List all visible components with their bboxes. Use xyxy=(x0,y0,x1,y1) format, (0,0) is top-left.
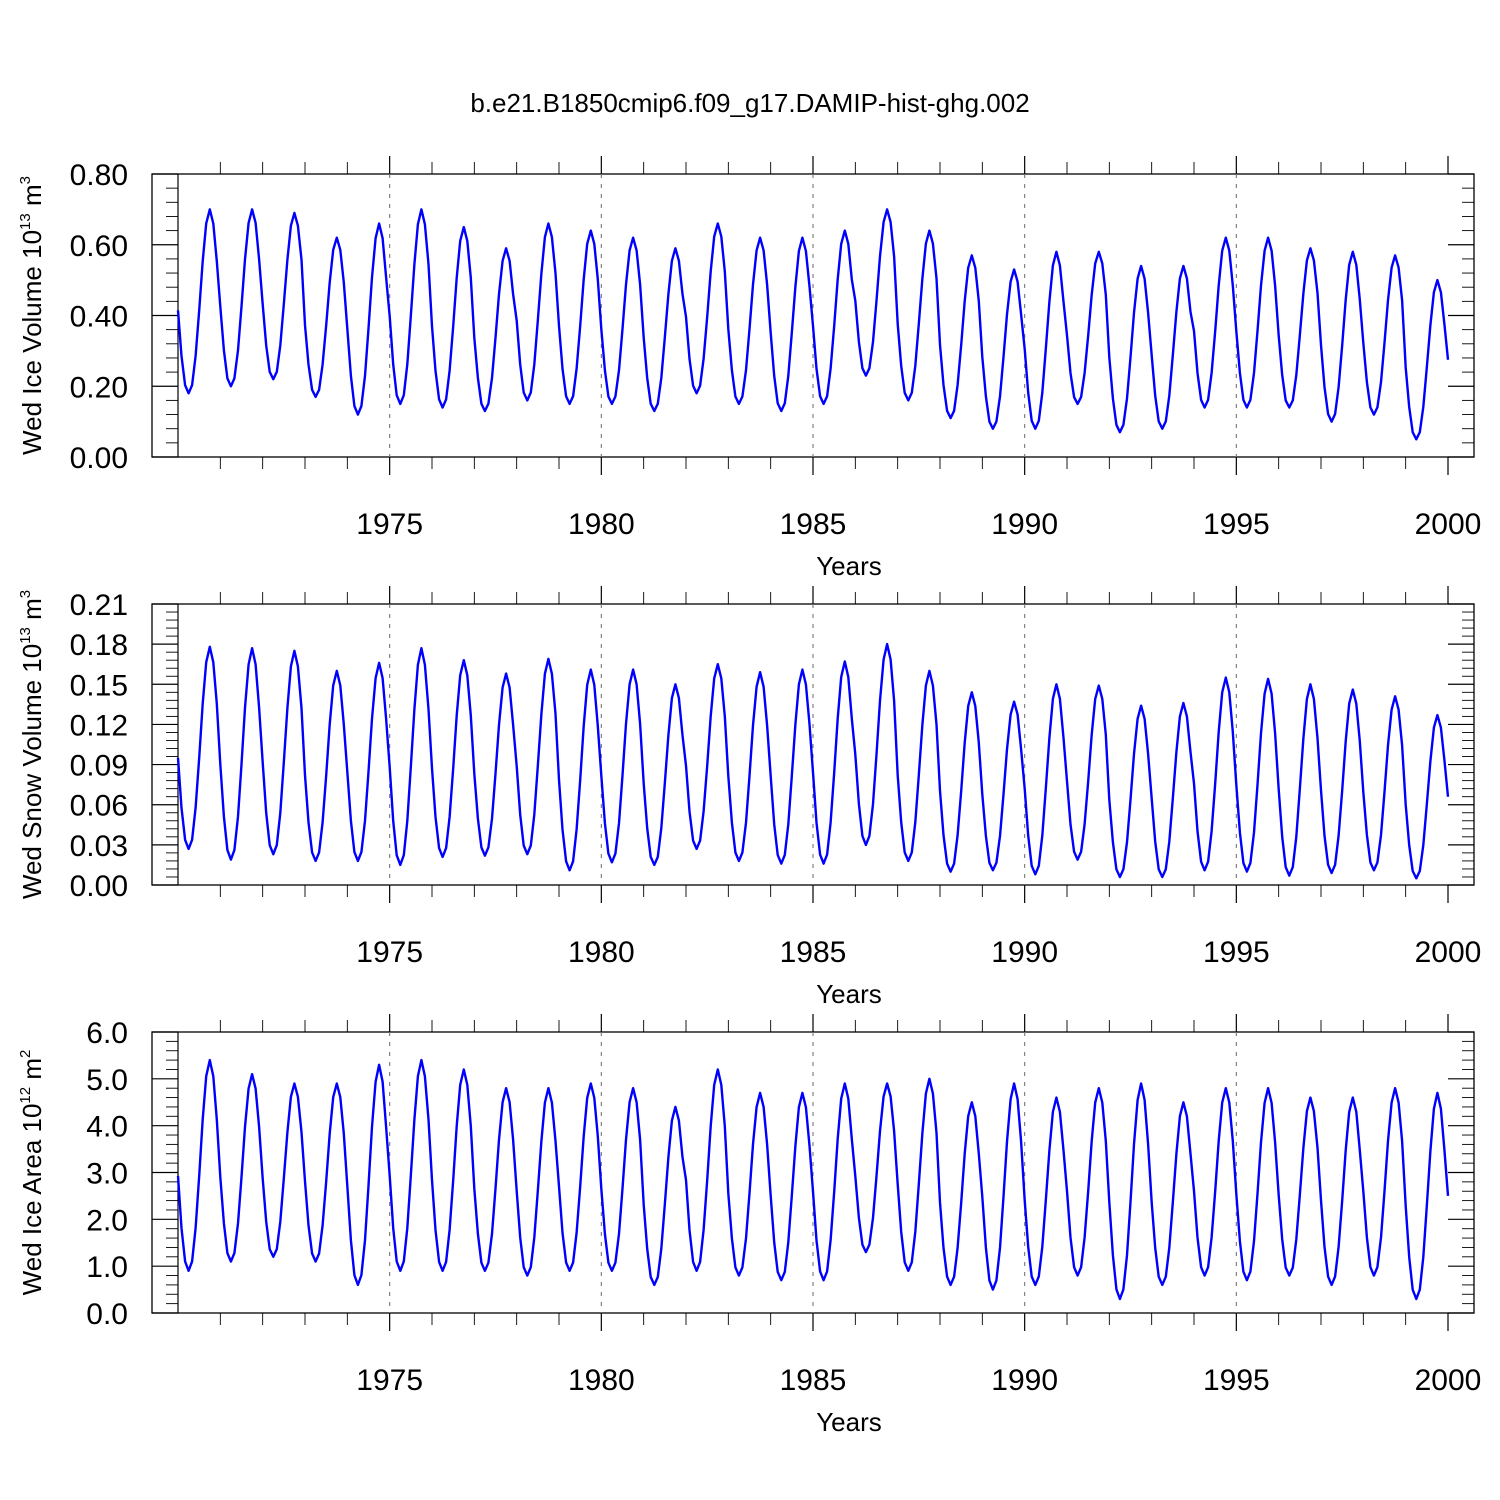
x-tick-label: 2000 xyxy=(1415,936,1482,969)
x-tick-label: 1995 xyxy=(1203,936,1270,969)
y-tick-label: 2.0 xyxy=(86,1204,128,1237)
y-tick-label: 1.0 xyxy=(86,1251,128,1284)
panel-ice-area: 0.0 1.0 2.0 3.0 4.0 5.0 6.0 1975 1980 1985 1990 199… xyxy=(17,1014,1481,1437)
y-tick-label: 0.80 xyxy=(70,159,128,192)
x-tick-label: 1985 xyxy=(780,1364,847,1397)
x-tick-label: 1985 xyxy=(780,936,847,969)
x-axis-label: Years xyxy=(816,979,882,1009)
y-axis-label: Wed Snow Volume 1013 m3 xyxy=(17,590,47,899)
y-tick-label: 0.40 xyxy=(70,301,128,334)
y-tick-label: 4.0 xyxy=(86,1111,128,1144)
y-tick-label: 0.20 xyxy=(70,371,128,404)
x-tick-label: 1975 xyxy=(356,936,423,969)
panels: 0.00 0.20 0.40 0.60 0.80 1975 1980 1985 1990 1995… xyxy=(17,156,1481,1437)
x-tick-label: 1990 xyxy=(991,508,1058,541)
y-tick-label: 0.03 xyxy=(70,830,128,863)
x-tick-label: 1990 xyxy=(991,936,1058,969)
y-tick-label: 0.12 xyxy=(70,709,128,742)
y-tick-label: 0.00 xyxy=(70,442,128,475)
y-tick-label: 0.0 xyxy=(86,1298,128,1331)
panel-ice-volume: 0.00 0.20 0.40 0.60 0.80 1975 1980 1985 1990 1995… xyxy=(17,156,1481,581)
y-tick-label: 0.09 xyxy=(70,750,128,783)
x-tick-label: 1980 xyxy=(568,1364,635,1397)
series-line-ice-volume xyxy=(176,208,1450,441)
y-tick-label: 0.00 xyxy=(70,870,128,903)
y-tick-label: 0.60 xyxy=(70,230,128,263)
x-tick-label: 1995 xyxy=(1203,508,1270,541)
y-tick-label: 3.0 xyxy=(86,1158,128,1191)
y-axis-label: Wed Ice Volume 1013 m3 xyxy=(17,176,47,455)
y-tick-label: 0.15 xyxy=(70,669,128,702)
x-tick-label: 1975 xyxy=(356,1364,423,1397)
y-tick-label: 0.18 xyxy=(70,629,128,662)
y-tick-label: 0.21 xyxy=(70,589,128,622)
x-tick-label: 1980 xyxy=(568,936,635,969)
x-axis-label: Years xyxy=(816,551,882,581)
x-tick-label: 2000 xyxy=(1415,508,1482,541)
series-line-snow-volume xyxy=(176,642,1450,880)
x-tick-label: 1980 xyxy=(568,508,635,541)
panel-snow-volume: 0.00 0.03 0.06 0.09 0.12 0.15 0.18 0.21 1975 1980… xyxy=(17,586,1481,1009)
x-tick-label: 1990 xyxy=(991,1364,1058,1397)
y-tick-label: 6.0 xyxy=(86,1017,128,1050)
x-tick-label: 2000 xyxy=(1415,1364,1482,1397)
x-tick-label: 1995 xyxy=(1203,1364,1270,1397)
chart-title: b.e21.B1850cmip6.f09_g17.DAMIP-hist-ghg.… xyxy=(470,88,1029,118)
series-line-ice-area xyxy=(176,1058,1450,1301)
x-tick-label: 1985 xyxy=(780,508,847,541)
x-tick-label: 1975 xyxy=(356,508,423,541)
y-tick-label: 0.06 xyxy=(70,790,128,823)
y-axis-label: Wed Ice Area 1012 m2 xyxy=(17,1050,47,1296)
x-axis-label: Years xyxy=(816,1407,882,1437)
y-tick-label: 5.0 xyxy=(86,1064,128,1097)
